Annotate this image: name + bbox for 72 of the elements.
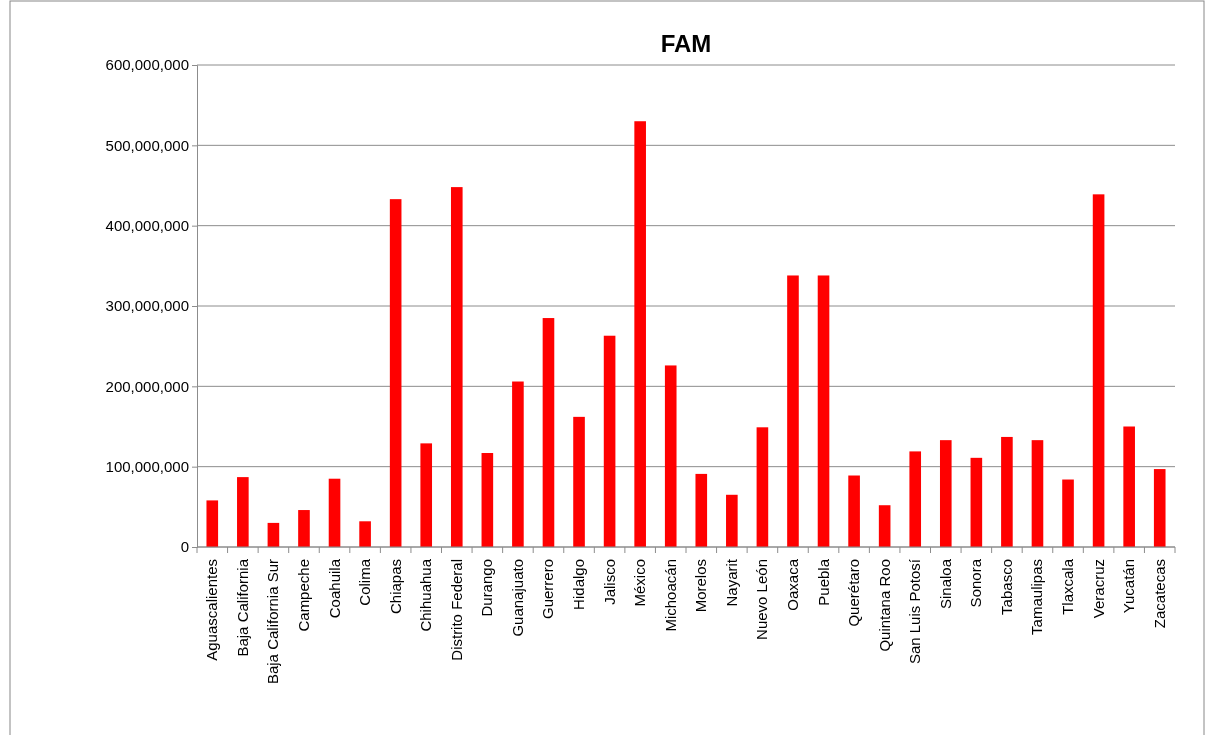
- x-tick-label: México: [631, 559, 649, 607]
- bar: [664, 365, 677, 547]
- x-tick-label: Tabasco: [997, 559, 1015, 615]
- bar: [1031, 440, 1044, 547]
- x-tick-label: Durango: [478, 559, 496, 617]
- bar: [512, 381, 524, 547]
- bar: [603, 335, 616, 547]
- x-tick-label: Nayarit: [722, 558, 740, 607]
- x-tick-label: Oaxaca: [783, 558, 801, 611]
- x-tick-label: Zacatecas: [1150, 559, 1168, 629]
- x-tick-label: Distrito Federal: [447, 559, 465, 661]
- bar: [878, 505, 891, 547]
- bar: [450, 187, 463, 547]
- y-tick-label: 200,000,000: [105, 377, 189, 395]
- bar: [298, 510, 310, 547]
- x-tick-label: Morelos: [692, 559, 710, 613]
- x-tick-label: Baja California Sur: [264, 559, 282, 685]
- bar: [1092, 194, 1105, 547]
- bar: [237, 477, 249, 547]
- x-tick-label: Aguascalientes: [203, 559, 221, 661]
- bar: [573, 416, 585, 547]
- bar: [542, 318, 555, 547]
- x-tick-label: Guanajuato: [508, 559, 526, 637]
- bar: [328, 478, 341, 547]
- bar: [389, 199, 402, 547]
- bar: [1001, 436, 1013, 547]
- bar: [420, 443, 433, 547]
- x-tick-label: Coahuila: [325, 558, 343, 619]
- bar: [726, 494, 738, 547]
- bar: [909, 451, 922, 547]
- y-tick-label: 300,000,000: [105, 297, 189, 315]
- bar: [817, 275, 830, 547]
- y-tick-label: 500,000,000: [105, 136, 189, 154]
- x-tick-label: Tamaulipas: [1028, 559, 1046, 635]
- bar: [267, 522, 280, 547]
- x-tick-label: Tlaxcala: [1059, 558, 1077, 615]
- x-tick-label: Chiapas: [386, 559, 404, 615]
- x-tick-label: Yucatán: [1120, 559, 1138, 614]
- bar: [787, 275, 799, 547]
- bar: [939, 440, 952, 547]
- x-tick-label: Querétaro: [845, 559, 863, 627]
- x-tick-label: Hidalgo: [570, 559, 588, 610]
- x-tick-label: Campeche: [294, 559, 312, 632]
- bar: [756, 427, 769, 547]
- x-tick-label: Michoacán: [661, 559, 679, 632]
- bar: [481, 453, 494, 547]
- x-tick-label: Puebla: [814, 558, 832, 606]
- x-tick-label: San Luis Potosí: [906, 558, 924, 665]
- x-tick-label: Baja California: [233, 558, 251, 657]
- bar: [848, 475, 860, 547]
- x-tick-label: Jalisco: [600, 559, 618, 605]
- x-tick-label: Colima: [356, 558, 374, 606]
- x-tick-label: Guerrero: [539, 559, 557, 620]
- y-tick-label: 400,000,000: [105, 216, 189, 234]
- bar: [1062, 479, 1074, 547]
- x-tick-label: Quintana Roo: [875, 559, 893, 652]
- bar: [695, 473, 708, 547]
- bar: [1123, 426, 1135, 547]
- bar: [970, 457, 983, 547]
- bar: [634, 121, 646, 547]
- x-tick-label: Veracruz: [1089, 559, 1107, 619]
- bar: [206, 500, 219, 547]
- bar: [359, 521, 371, 547]
- y-tick-label: 0: [180, 538, 189, 556]
- x-tick-label: Sinaloa: [936, 558, 954, 610]
- y-tick-label: 600,000,000: [105, 56, 189, 74]
- y-tick-label: 100,000,000: [105, 457, 189, 475]
- x-tick-label: Chihuahua: [417, 558, 435, 632]
- x-tick-label: Sonora: [967, 558, 985, 608]
- x-tick-label: Nuevo León: [753, 559, 771, 640]
- chart-title: FAM: [660, 30, 712, 57]
- bar: [1153, 469, 1166, 547]
